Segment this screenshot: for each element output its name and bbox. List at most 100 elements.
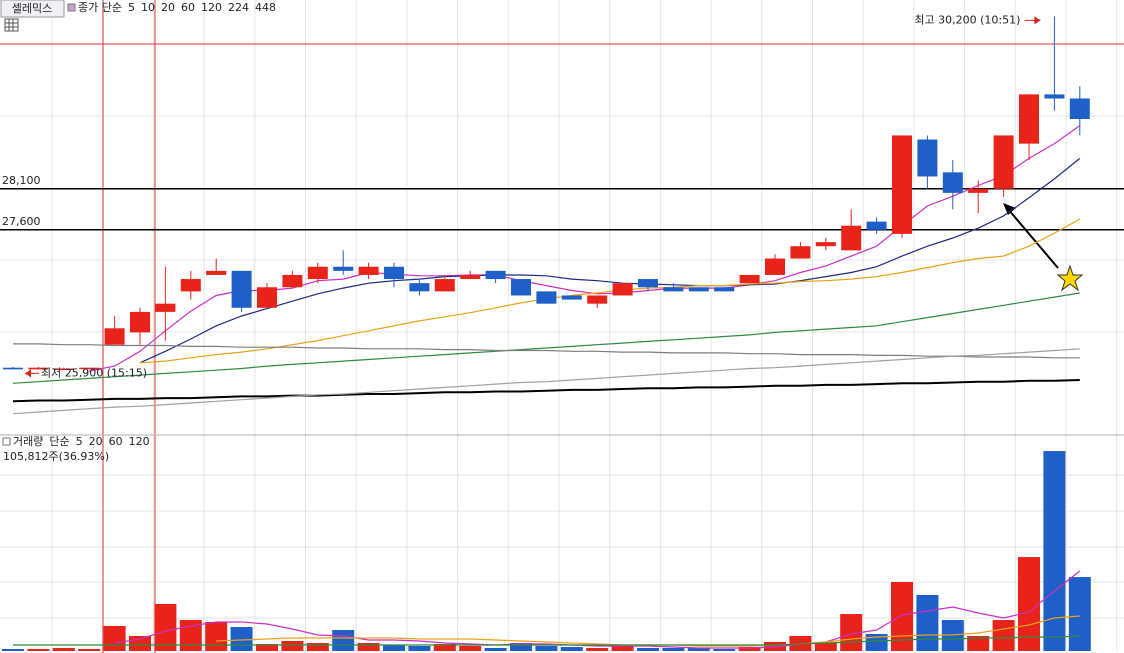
- legend-entry: 10: [141, 1, 155, 14]
- candle-body: [155, 303, 176, 312]
- candle-body: [866, 221, 887, 230]
- legend-entry: 5: [128, 1, 135, 14]
- ma-line: [13, 343, 1080, 359]
- candle-body: [460, 274, 481, 280]
- volume-bar: [1018, 557, 1040, 651]
- candle-body: [3, 367, 23, 370]
- star-marker: [1056, 264, 1084, 292]
- high-label: 최고 30,200 (10:51): [914, 13, 1020, 26]
- legend-entry: 448: [255, 1, 276, 14]
- volume-bar: [2, 648, 24, 651]
- low-arrowhead: [25, 369, 31, 378]
- candle-body: [206, 270, 227, 275]
- volume-bar: [535, 645, 558, 651]
- symbol-name: 셀레믹스: [12, 2, 52, 15]
- legend-entry: 120: [201, 1, 222, 14]
- volume-bar: [1068, 577, 1091, 651]
- legend-entry: 20: [161, 1, 175, 14]
- candle-body: [739, 274, 760, 284]
- volume-bar: [586, 647, 609, 651]
- candle-body: [942, 172, 963, 193]
- volume-bar: [992, 620, 1015, 651]
- candle-body: [587, 295, 608, 304]
- volume-bar: [865, 634, 888, 651]
- legend-entry: 120: [129, 435, 150, 448]
- pointer-arrowhead: [1003, 203, 1016, 215]
- candle-body: [180, 279, 201, 292]
- candle-body: [485, 270, 506, 280]
- volume-bar: [433, 644, 456, 651]
- legend-entry: 60: [181, 1, 195, 14]
- volume-bar: [52, 647, 75, 651]
- volume-bar: [408, 645, 431, 651]
- candle-body: [917, 139, 938, 177]
- candle-body: [561, 295, 582, 300]
- ma-line: [13, 635, 1080, 646]
- volume-bar: [687, 647, 710, 651]
- ma-line: [89, 125, 1081, 372]
- candle-body: [384, 266, 404, 280]
- volume-bar: [713, 648, 736, 651]
- legend-icon: [2, 437, 11, 446]
- ma-line: [139, 157, 1081, 364]
- candle-body: [307, 266, 328, 280]
- volume-bar: [662, 647, 685, 651]
- volume-bar: [78, 648, 101, 651]
- volume-bar: [129, 635, 151, 651]
- candle-body: [536, 291, 557, 304]
- hline-label: 28,100: [2, 174, 41, 187]
- legend-title: 단순: [49, 435, 69, 448]
- volume-subtitle: 105,812주(36.93%): [3, 450, 109, 463]
- ma-line: [12, 379, 1080, 403]
- volume-bar: [637, 647, 659, 651]
- table-icon[interactable]: [4, 18, 19, 32]
- legend-entry: 20: [89, 435, 103, 448]
- volume-bar: [916, 595, 939, 651]
- candle-body: [53, 368, 74, 371]
- candle-body: [841, 225, 862, 251]
- candle-body: [688, 287, 709, 292]
- candle-body: [815, 242, 836, 247]
- volume-bar: [560, 647, 583, 651]
- volume-bar: [306, 643, 329, 651]
- candle-body: [28, 367, 49, 370]
- volume-bar: [179, 620, 202, 651]
- volume-bar: [891, 582, 913, 651]
- ma-line: [12, 292, 1080, 384]
- legend-title: 종가 단순: [78, 1, 122, 14]
- volume-bar: [967, 635, 990, 651]
- candle-body: [1044, 94, 1065, 99]
- volume-bar: [27, 648, 50, 651]
- candle-body: [130, 311, 150, 333]
- candle-body: [358, 266, 379, 275]
- volume-bar: [383, 644, 405, 651]
- candle-body: [231, 270, 252, 308]
- candle-body: [511, 279, 531, 296]
- candle-body: [333, 266, 354, 271]
- ma-line: [12, 348, 1080, 415]
- ma-line: [139, 218, 1081, 364]
- candle-body: [1019, 94, 1039, 144]
- candle-body: [79, 367, 100, 370]
- ma-line: [114, 570, 1081, 649]
- legend-icon: [67, 3, 76, 12]
- hline-label: 27,600: [2, 215, 41, 228]
- volume-bar: [281, 641, 304, 651]
- symbol-box[interactable]: [0, 0, 65, 18]
- candle-body: [282, 274, 303, 288]
- volume-bar: [205, 621, 228, 651]
- volume-bar: [332, 630, 355, 651]
- candle-body: [663, 287, 684, 292]
- candle-body: [993, 135, 1014, 189]
- candle-body: [714, 287, 735, 292]
- legend-entry: 224: [228, 1, 249, 14]
- candle-body: [409, 283, 430, 292]
- table-icon-lines: [5, 19, 18, 31]
- candle-body: [434, 279, 455, 292]
- legend-entry: 5: [76, 435, 83, 448]
- low-label: 최저 25,900 (15:15): [41, 366, 147, 379]
- pointer-arrow: [1007, 208, 1059, 269]
- candle-body: [765, 258, 785, 275]
